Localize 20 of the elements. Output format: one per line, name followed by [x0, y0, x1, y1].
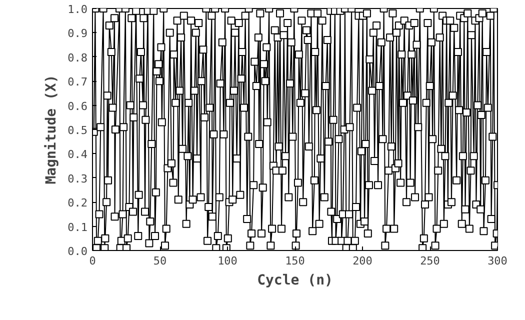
y-tick-label: 1.0 [68, 3, 88, 16]
x-tick-label: 0 [89, 254, 96, 268]
y-tick-label: 0.9 [68, 27, 88, 40]
y-tick-label: 0.8 [68, 51, 88, 64]
y-tick-label: 0.0 [68, 245, 88, 258]
y-axis-title: Magnitude (X) [44, 74, 60, 184]
y-tick-label: 0.5 [68, 124, 88, 137]
x-tick-label: 200 [352, 254, 372, 268]
x-axis-title: Cycle (n) [257, 272, 333, 288]
y-tick-label: 0.4 [68, 148, 88, 162]
y-tick-label: 0.7 [68, 76, 88, 89]
y-tick-label: 0.6 [68, 100, 88, 113]
x-tick-label: 100 [218, 254, 238, 268]
x-tick-label: 250 [420, 254, 440, 268]
y-tick-label: 0.3 [68, 172, 88, 186]
x-tick-label: 50 [153, 254, 167, 268]
y-tick-label: 0.2 [68, 196, 88, 210]
x-tick-label: 150 [285, 254, 305, 268]
y-tick-label: 0.1 [68, 220, 88, 234]
x-tick-label: 300 [488, 254, 508, 268]
